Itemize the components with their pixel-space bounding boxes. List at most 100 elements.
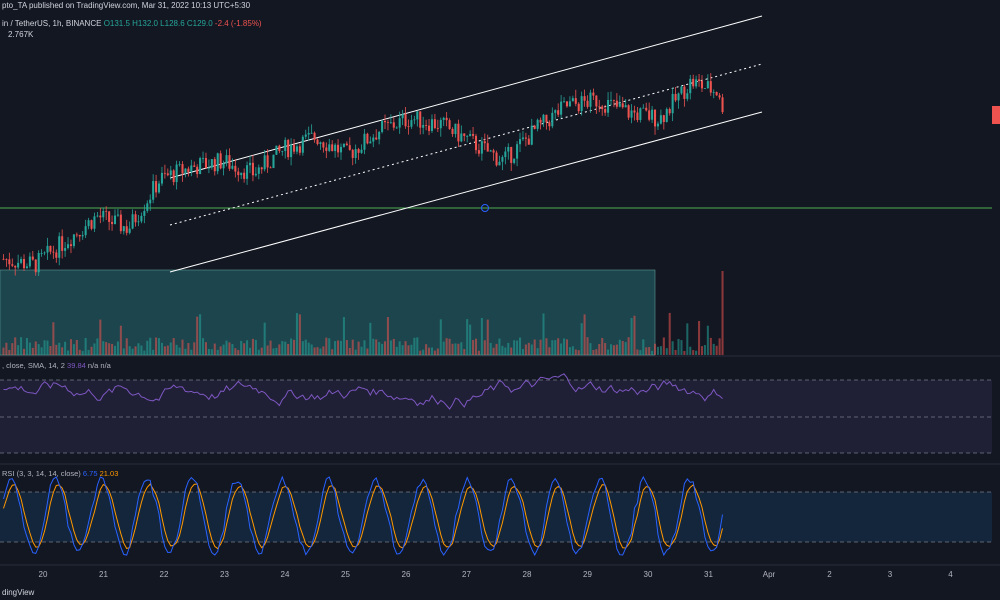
volume-bar [504,347,507,355]
volume-bar [207,348,210,355]
candle-body [342,143,345,147]
candle-body [237,171,240,176]
candle-body [17,262,20,268]
candle-body [516,144,519,159]
candle-body [354,149,357,158]
volume-bar [404,341,407,355]
candle-body [375,137,378,140]
candle-body [290,144,293,158]
candle-body [692,78,695,87]
volume-bar [157,338,161,355]
candle-body [363,133,366,150]
volume-bar [334,341,337,355]
candle-body [413,119,416,121]
volume-bar [577,350,580,355]
candle-body [671,93,674,114]
candle-body [439,119,442,129]
volume-bar [542,313,545,355]
volume-bar [234,348,237,355]
candle-body [607,100,610,113]
volume-bar [607,349,610,355]
candle-body [25,266,28,269]
candle-body [128,228,131,233]
candle-body [486,143,489,152]
candle-body [269,167,272,169]
candle-body [507,147,510,152]
volume-bar [155,337,158,355]
volume-bar [389,340,392,355]
volume-bar [122,348,125,355]
volume-bar [392,338,395,355]
x-tick-label: 30 [643,570,653,579]
candle-body [43,252,46,254]
candle-body [228,155,231,169]
candle-body [131,214,134,229]
volume-bar [72,344,75,355]
volume-bar [93,343,96,355]
volume-bar [322,346,325,355]
candle-body [102,210,105,218]
volume-bar [474,338,478,355]
volume-bar [433,350,436,355]
candle-body [293,144,296,152]
candle-body [568,101,571,107]
candle-body [381,120,384,132]
candle-body [404,114,407,127]
candle-body [563,101,566,103]
volume-bar [43,340,46,355]
candle-body [78,234,81,237]
publish-info: pto_TA published on TradingView.com, Mar… [2,1,251,10]
volume-bar [281,341,284,355]
volume-bar [395,346,398,355]
candle-body [706,81,709,89]
volume-bar [49,345,52,355]
candle-body [61,236,64,251]
candle-body [712,92,715,93]
candle-body [483,141,486,144]
volume-bar [612,345,615,355]
volume-bar [190,349,193,355]
volume-bar [686,323,689,355]
volume-bar [536,348,539,355]
volume-bar [715,345,718,355]
candle-body [225,155,228,164]
candle-body [389,122,392,124]
volume-bar [592,349,595,355]
candle-body [524,137,527,139]
volume-bar [143,350,146,355]
candle-body [163,172,166,174]
candle-body [155,181,158,193]
candle-body [513,158,516,163]
volume-bar [439,319,442,355]
volume-bar [113,345,117,355]
volume-bar [260,347,263,355]
volume-bar [304,339,307,355]
volume-bar [248,347,252,355]
volume-bar [37,344,40,355]
volume-bar [228,342,231,355]
volume-bar [290,338,293,355]
volume-bar [419,350,422,355]
candle-body [295,146,298,152]
candle-body [422,124,425,128]
volume-bar [140,345,143,355]
candle-body [383,120,387,123]
volume-bar [204,342,208,355]
volume-bar [146,340,149,355]
volume-bar [225,340,228,355]
volume-bar [448,338,451,355]
volume-bar [131,348,134,355]
candle-body [495,152,498,166]
volume-bar [530,344,533,355]
volume-bar [709,337,712,355]
candle-body [680,86,683,94]
candle-body [181,164,184,174]
candle-body [222,163,225,169]
volume-bar [55,344,58,355]
volume-bar [345,339,348,355]
volume-bar [169,342,172,355]
candle-body [425,124,428,126]
candle-body [75,234,78,236]
candle-body [378,131,381,140]
